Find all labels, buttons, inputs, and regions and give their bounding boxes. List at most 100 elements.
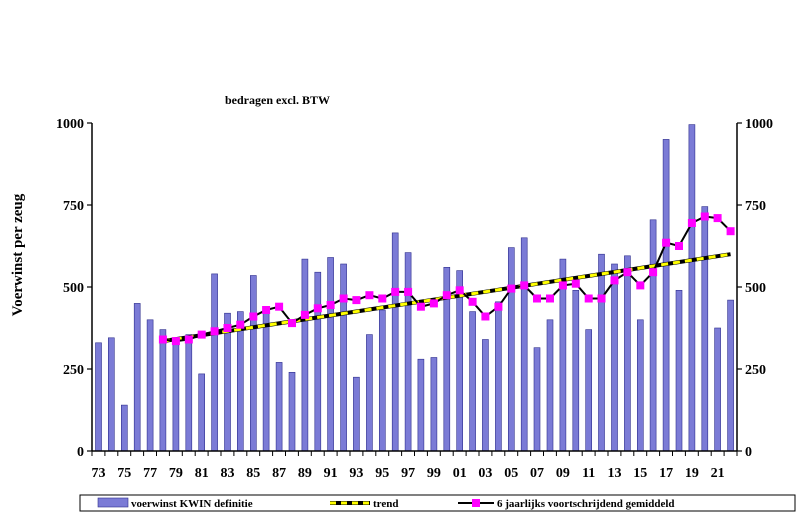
bar	[327, 257, 334, 452]
x-tick-label: 93	[349, 466, 363, 481]
bar	[224, 312, 231, 452]
moving-average-point	[158, 335, 167, 344]
chart-note: bedragen excl. BTW	[225, 93, 330, 107]
x-tick-label: 89	[298, 466, 312, 481]
bar	[262, 312, 270, 452]
bar	[598, 253, 605, 452]
bar	[340, 263, 347, 452]
bar	[636, 319, 644, 452]
moving-average-point	[313, 304, 322, 313]
bar	[378, 309, 386, 452]
bar	[469, 311, 476, 452]
bar	[275, 362, 283, 452]
bar	[495, 301, 502, 452]
moving-average-point	[571, 279, 580, 288]
legend-label-ma: 6 jaarlijks voortschrijdend gemiddeld	[497, 498, 675, 510]
moving-average-point	[300, 310, 309, 319]
axes-group: 0 0 250 250 500 500 750 750 1000 1000 73 75 77 79 81 83…	[56, 117, 773, 481]
x-tick-label: 85	[246, 466, 260, 481]
moving-average-point	[558, 281, 567, 290]
bar	[520, 237, 528, 452]
bar	[533, 347, 541, 452]
x-tick-label: 73	[92, 466, 106, 481]
x-tick-label: 79	[169, 466, 183, 481]
x-tick-label: 13	[608, 466, 622, 481]
moving-average-point	[520, 281, 529, 290]
moving-average-point	[584, 294, 593, 303]
legend-label-trend: trend	[373, 498, 398, 510]
bar	[288, 371, 296, 452]
moving-average-point	[533, 294, 541, 303]
moving-average-point	[365, 291, 374, 300]
moving-average-point	[623, 268, 632, 277]
y-tick-label-right: 250	[745, 363, 766, 378]
bar	[146, 319, 154, 452]
bar	[353, 376, 360, 452]
x-tick-label: 97	[401, 466, 415, 481]
x-tick-label: 07	[530, 466, 544, 481]
y-tick-label-right: 1000	[745, 117, 773, 132]
x-tick-label: 05	[504, 466, 518, 481]
moving-average-point	[197, 330, 206, 339]
moving-average-point	[507, 284, 516, 293]
moving-average-point	[442, 291, 451, 300]
x-tick-label: 17	[659, 466, 673, 481]
y-axis-title: Voerwinst per zeug	[10, 193, 26, 316]
moving-average-point	[687, 219, 696, 227]
bar	[727, 299, 734, 452]
bar	[133, 303, 141, 452]
bar	[404, 252, 412, 452]
bar	[159, 329, 167, 452]
moving-average-point	[636, 281, 645, 290]
moving-average-point	[378, 294, 387, 303]
moving-average-point	[184, 335, 193, 344]
bar	[507, 247, 515, 452]
bar	[391, 232, 399, 452]
moving-average-point	[649, 268, 658, 277]
bar	[611, 263, 618, 452]
bar	[121, 404, 128, 452]
bar	[675, 289, 683, 452]
bar	[366, 334, 373, 452]
bar	[417, 358, 425, 452]
bar	[185, 334, 193, 452]
bar	[572, 289, 580, 452]
moving-average-point	[713, 214, 722, 223]
bar	[314, 271, 322, 452]
x-tick-label: 19	[685, 466, 699, 481]
y-tick-label-left: 0	[77, 445, 84, 460]
moving-average-point	[275, 302, 284, 311]
moving-average-point	[429, 299, 438, 308]
bar	[237, 311, 244, 452]
x-tick-label: 75	[117, 466, 131, 481]
y-tick-label-right: 0	[745, 445, 752, 460]
x-tick-label: 11	[582, 466, 595, 481]
y-tick-label-right: 500	[745, 281, 766, 296]
moving-average-point	[468, 297, 477, 306]
lines-group	[158, 212, 735, 346]
x-tick-label: 01	[453, 466, 467, 481]
bar	[198, 373, 205, 452]
y-tick-label-left: 1000	[56, 117, 84, 132]
legend-swatch-bars	[97, 497, 129, 508]
y-tick-label-left: 250	[63, 363, 84, 378]
moving-average-point	[481, 312, 490, 321]
bar	[108, 337, 115, 452]
bar	[546, 319, 554, 452]
bar	[250, 275, 257, 452]
bar	[211, 273, 218, 452]
bar	[95, 342, 102, 452]
moving-average-point	[416, 302, 425, 311]
bar	[585, 329, 593, 452]
bar	[688, 124, 696, 452]
bar	[482, 339, 489, 452]
bar	[701, 206, 709, 452]
x-tick-label: 21	[711, 466, 725, 481]
moving-average-point	[494, 302, 503, 311]
x-tick-label: 91	[324, 466, 338, 481]
moving-average-point	[391, 287, 400, 296]
legend-swatch-ma-marker	[472, 499, 480, 507]
y-tick-label-right: 750	[745, 199, 766, 214]
y-tick-label-left: 500	[63, 281, 84, 296]
